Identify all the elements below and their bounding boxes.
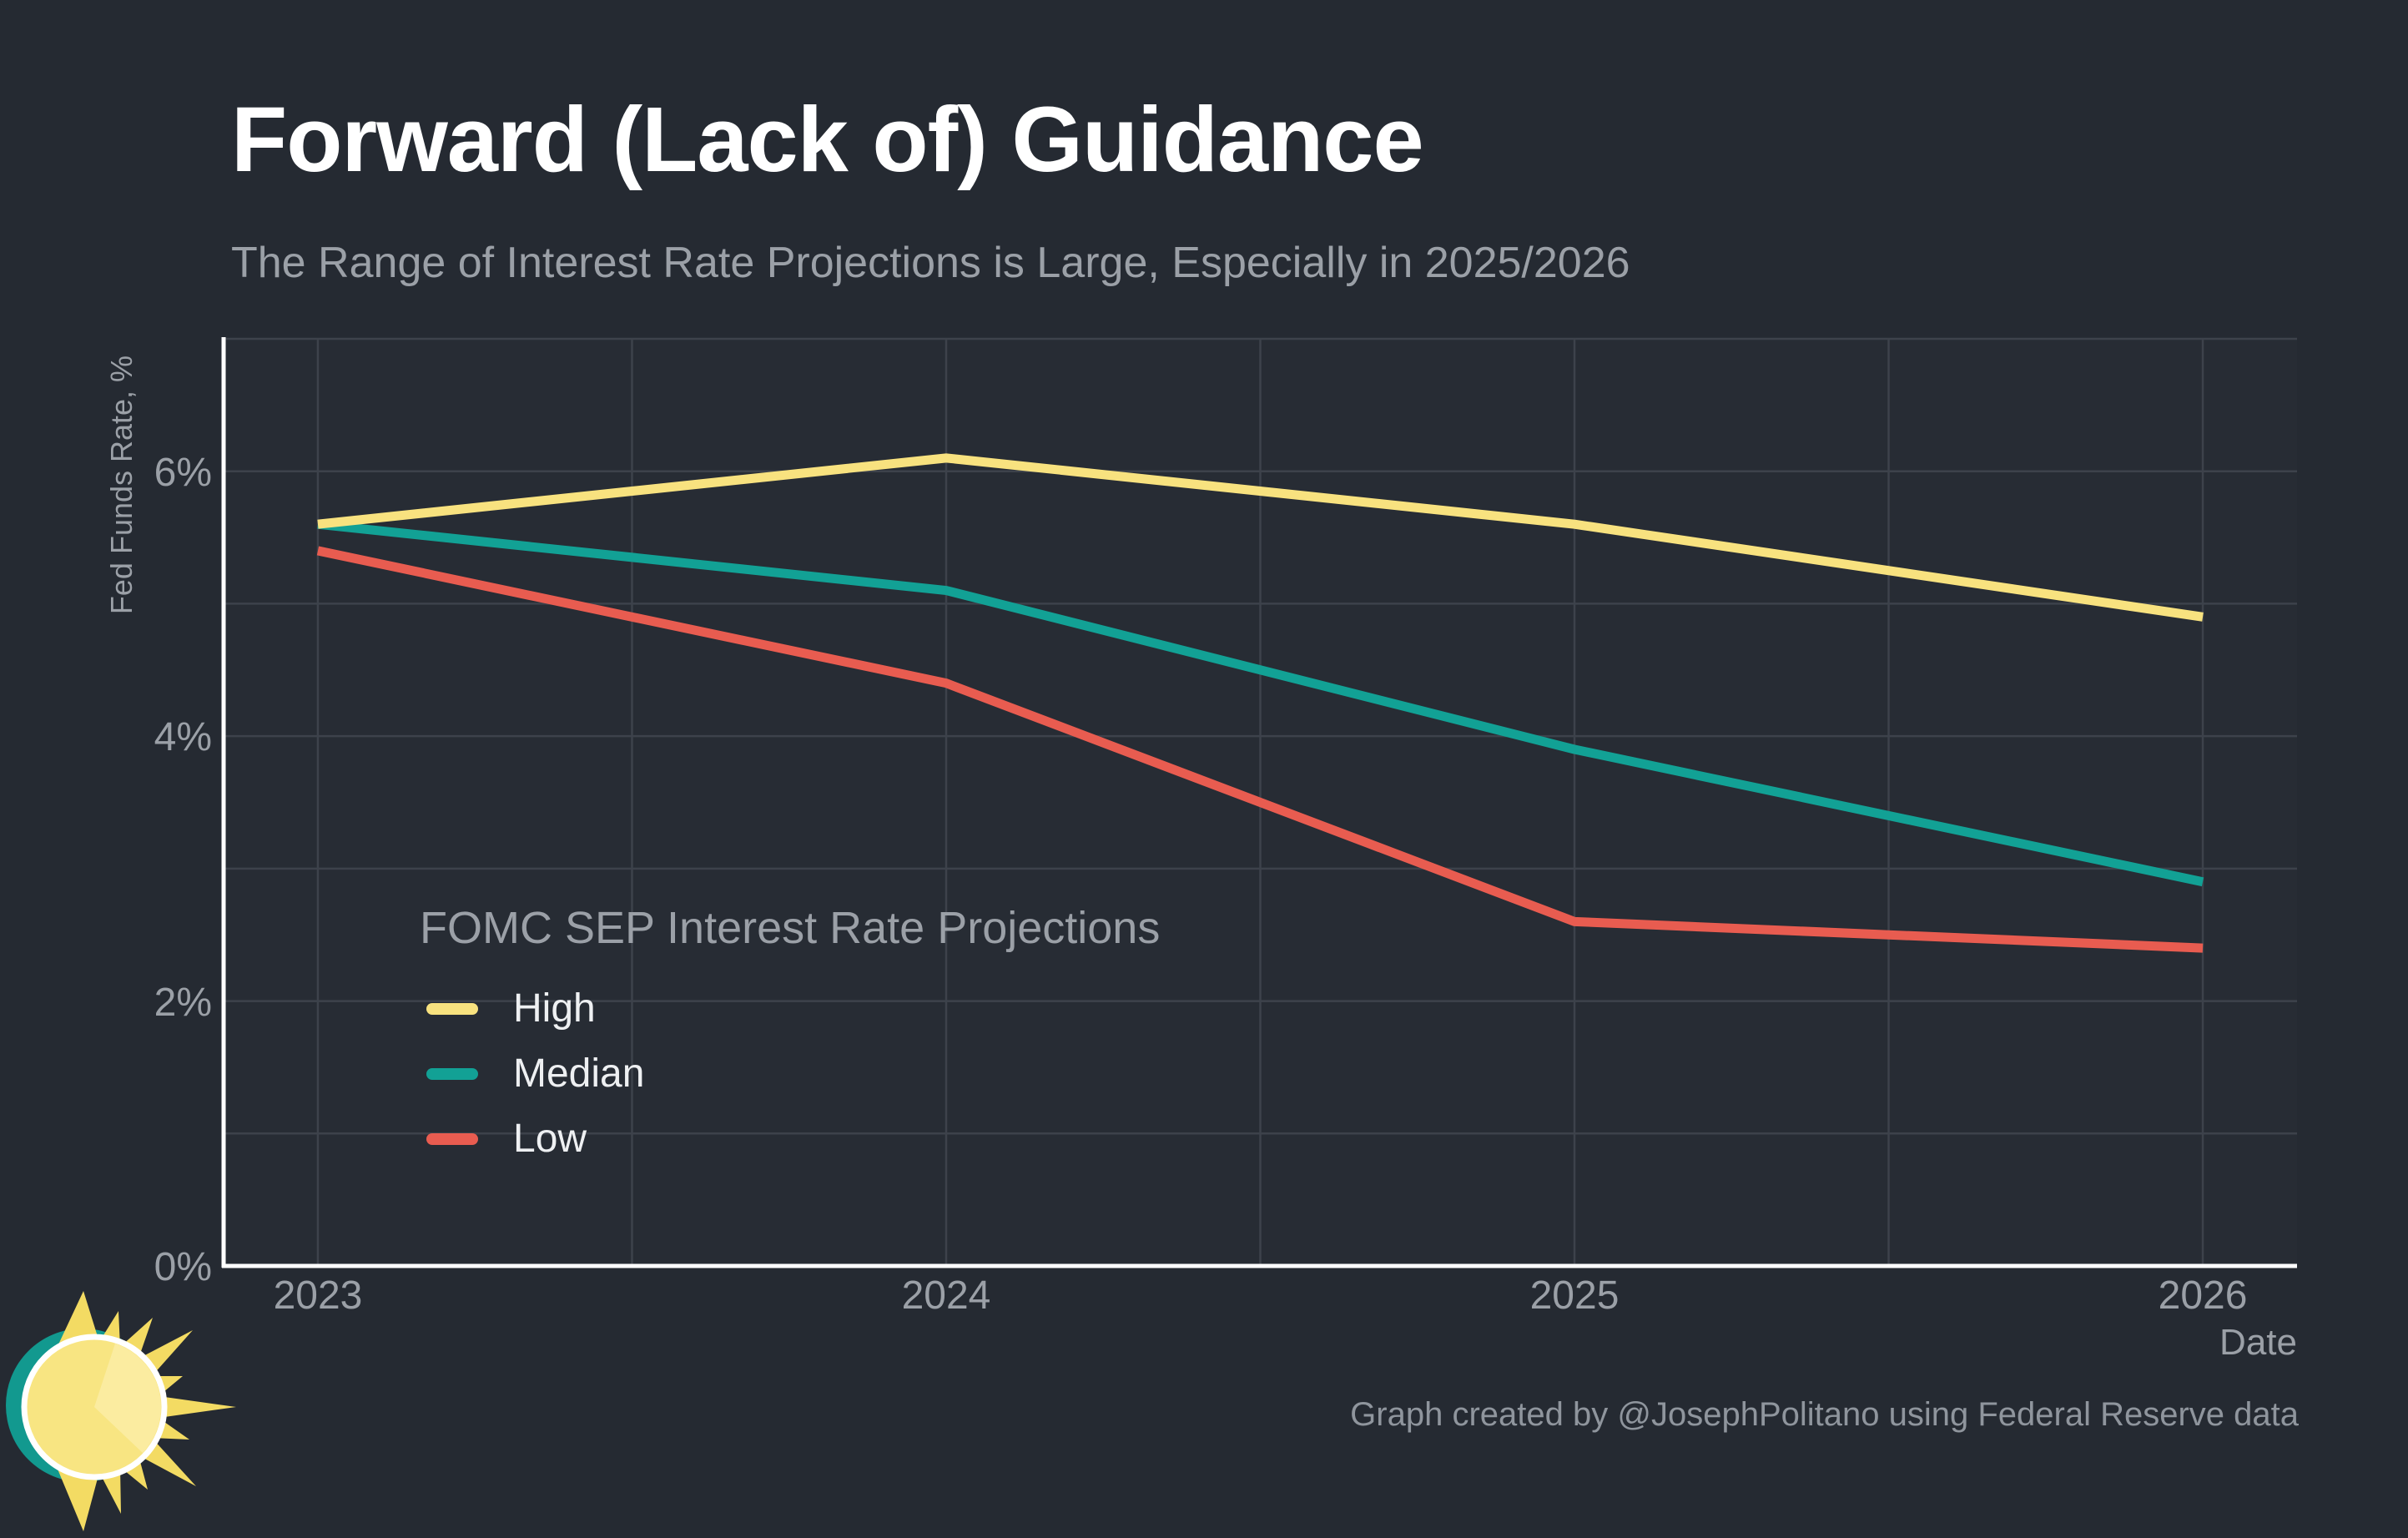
series-line-high xyxy=(317,453,2204,622)
x-axis-title: Date xyxy=(2219,1322,2297,1363)
legend-swatch-high xyxy=(426,1003,478,1015)
legend-label: High xyxy=(513,986,596,1031)
legend-label: Median xyxy=(513,1051,645,1096)
y-tick-label: 4% xyxy=(154,715,212,760)
chart-subtitle: The Range of Interest Rate Projections i… xyxy=(231,239,1630,287)
legend-title: FOMC SEP Interest Rate Projections xyxy=(420,903,1161,953)
x-tick-label: 2024 xyxy=(901,1273,991,1318)
attribution-text: Graph created by @JosephPolitano using F… xyxy=(1350,1396,2299,1433)
apricitas-sun-logo xyxy=(6,1291,236,1531)
y-tick-label: 2% xyxy=(154,980,212,1025)
chart-legend: FOMC SEP Interest Rate Projections High M… xyxy=(420,903,1160,1172)
x-tick-label: 2026 xyxy=(2158,1273,2248,1318)
x-tick-label: 2025 xyxy=(1529,1273,1620,1318)
legend-item-high: High xyxy=(420,976,1160,1041)
x-tick-label: 2023 xyxy=(273,1273,363,1318)
legend-swatch-median xyxy=(426,1068,478,1080)
series-line-low xyxy=(316,546,2204,953)
legend-item-median: Median xyxy=(420,1041,1160,1107)
chart-title: Forward (Lack of) Guidance xyxy=(231,88,1424,191)
y-tick-label: 0% xyxy=(154,1245,212,1289)
legend-rows: High Median Low xyxy=(420,976,1160,1172)
sun-wedge xyxy=(94,1344,161,1453)
y-tick-label: 6% xyxy=(154,450,212,495)
legend-item-low: Low xyxy=(420,1107,1160,1172)
legend-swatch-low xyxy=(426,1133,478,1145)
legend-label: Low xyxy=(513,1117,587,1161)
series-line-median xyxy=(317,519,2204,887)
